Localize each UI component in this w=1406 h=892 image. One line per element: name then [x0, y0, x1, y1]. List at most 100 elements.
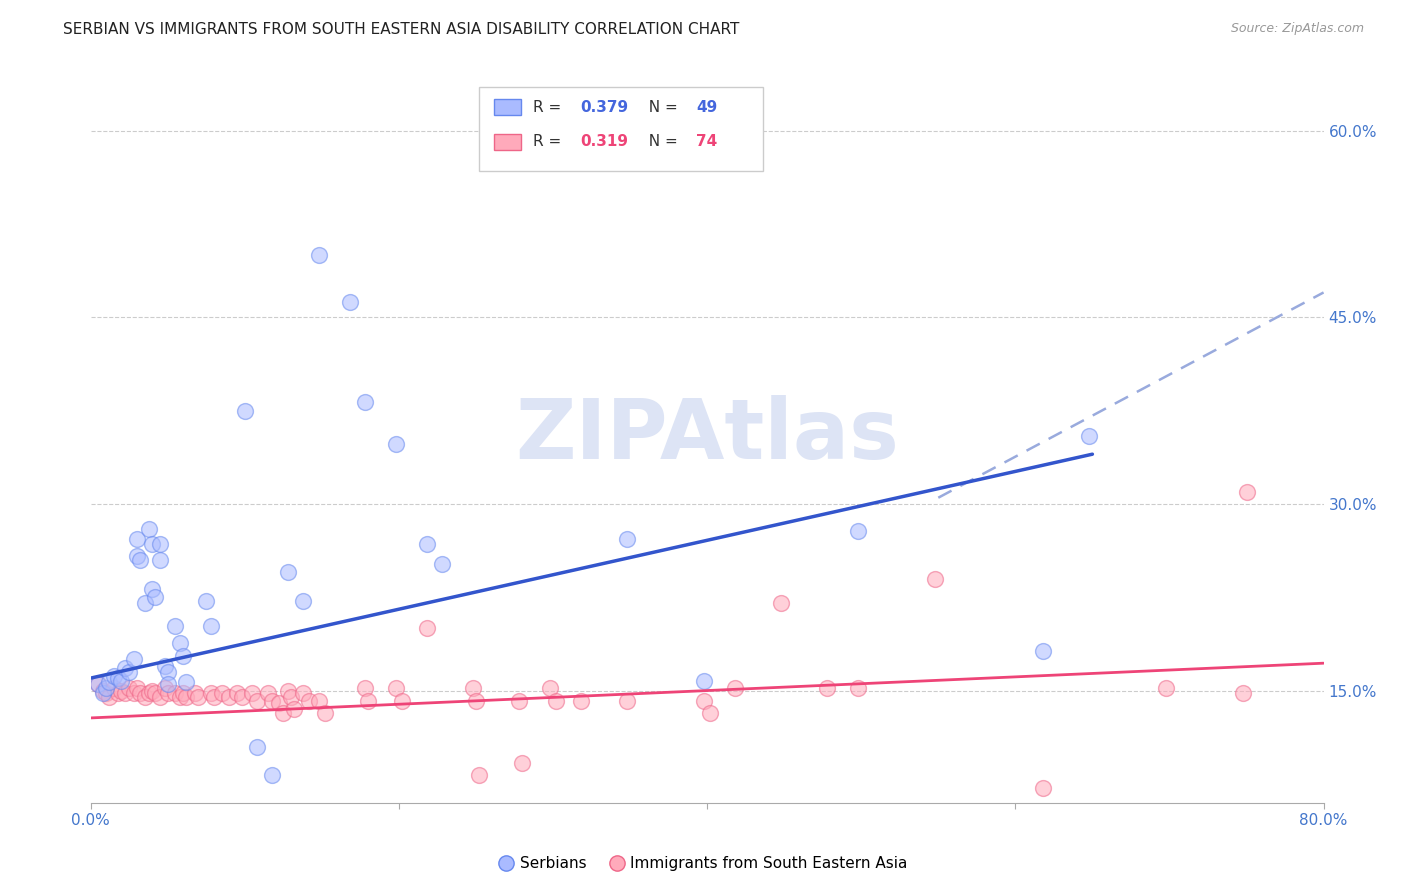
- Point: [430, 557, 453, 571]
- Point: [174, 674, 197, 689]
- Point: [149, 553, 172, 567]
- Point: [461, 681, 484, 695]
- Point: [770, 597, 793, 611]
- Point: [357, 693, 380, 707]
- Point: [292, 594, 315, 608]
- Point: [110, 673, 132, 688]
- Point: [165, 619, 187, 633]
- Text: 0.319: 0.319: [581, 135, 628, 150]
- Point: [165, 686, 187, 700]
- Point: [415, 537, 437, 551]
- Point: [91, 683, 114, 698]
- Text: ZIPAtlas: ZIPAtlas: [515, 395, 898, 476]
- Point: [415, 621, 437, 635]
- Text: 0.379: 0.379: [581, 100, 628, 115]
- Point: [538, 681, 561, 695]
- FancyBboxPatch shape: [479, 87, 762, 171]
- Point: [87, 677, 110, 691]
- Point: [616, 693, 638, 707]
- Point: [138, 686, 160, 700]
- Point: [122, 652, 145, 666]
- Point: [464, 693, 486, 707]
- Point: [1032, 780, 1054, 795]
- Point: [138, 522, 160, 536]
- Point: [156, 665, 179, 679]
- Point: [153, 658, 176, 673]
- Point: [107, 671, 129, 685]
- Point: [354, 395, 377, 409]
- Point: [277, 566, 299, 580]
- Point: [699, 706, 721, 720]
- FancyBboxPatch shape: [494, 134, 520, 150]
- Point: [544, 693, 567, 707]
- Point: [103, 668, 125, 682]
- Point: [510, 756, 533, 770]
- Text: 74: 74: [696, 135, 717, 150]
- Point: [149, 690, 172, 704]
- Point: [143, 686, 166, 700]
- Point: [195, 594, 218, 608]
- Text: SERBIAN VS IMMIGRANTS FROM SOUTH EASTERN ASIA DISABILITY CORRELATION CHART: SERBIAN VS IMMIGRANTS FROM SOUTH EASTERN…: [63, 22, 740, 37]
- Point: [384, 681, 406, 695]
- Point: [218, 690, 240, 704]
- Text: N =: N =: [640, 100, 683, 115]
- Point: [143, 591, 166, 605]
- Point: [846, 681, 869, 695]
- Point: [187, 690, 209, 704]
- Point: [169, 636, 191, 650]
- Point: [693, 693, 716, 707]
- Legend: Serbians, Immigrants from South Eastern Asia: Serbians, Immigrants from South Eastern …: [492, 850, 914, 877]
- Point: [156, 677, 179, 691]
- Point: [246, 739, 269, 754]
- Point: [569, 693, 592, 707]
- Point: [314, 706, 336, 720]
- Point: [262, 693, 284, 707]
- Point: [298, 693, 321, 707]
- Point: [169, 690, 191, 704]
- Point: [118, 665, 141, 679]
- Point: [107, 686, 129, 700]
- Point: [846, 524, 869, 539]
- Point: [200, 686, 222, 700]
- Point: [87, 677, 110, 691]
- Point: [815, 681, 838, 695]
- Point: [1156, 681, 1178, 695]
- FancyBboxPatch shape: [494, 99, 520, 115]
- Point: [354, 681, 377, 695]
- Point: [384, 437, 406, 451]
- Point: [134, 597, 156, 611]
- Point: [267, 696, 290, 710]
- Point: [693, 673, 716, 688]
- Point: [125, 532, 148, 546]
- Point: [724, 681, 747, 695]
- Point: [391, 693, 413, 707]
- Point: [1078, 428, 1101, 442]
- Point: [153, 681, 176, 695]
- Point: [94, 681, 117, 695]
- Point: [114, 686, 136, 700]
- Point: [156, 686, 179, 700]
- Point: [91, 686, 114, 700]
- Point: [468, 768, 491, 782]
- Text: N =: N =: [640, 135, 683, 150]
- Point: [149, 537, 172, 551]
- Text: R =: R =: [533, 135, 567, 150]
- Point: [308, 248, 330, 262]
- Point: [308, 693, 330, 707]
- Point: [231, 690, 253, 704]
- Point: [277, 683, 299, 698]
- Point: [233, 403, 256, 417]
- Point: [103, 681, 125, 695]
- Point: [141, 537, 163, 551]
- Text: 49: 49: [696, 100, 717, 115]
- Point: [141, 582, 163, 596]
- Point: [1232, 686, 1254, 700]
- Point: [257, 686, 280, 700]
- Point: [122, 686, 145, 700]
- Point: [200, 619, 222, 633]
- Point: [118, 681, 141, 695]
- Point: [924, 572, 946, 586]
- Point: [292, 686, 315, 700]
- Point: [508, 693, 530, 707]
- Point: [125, 681, 148, 695]
